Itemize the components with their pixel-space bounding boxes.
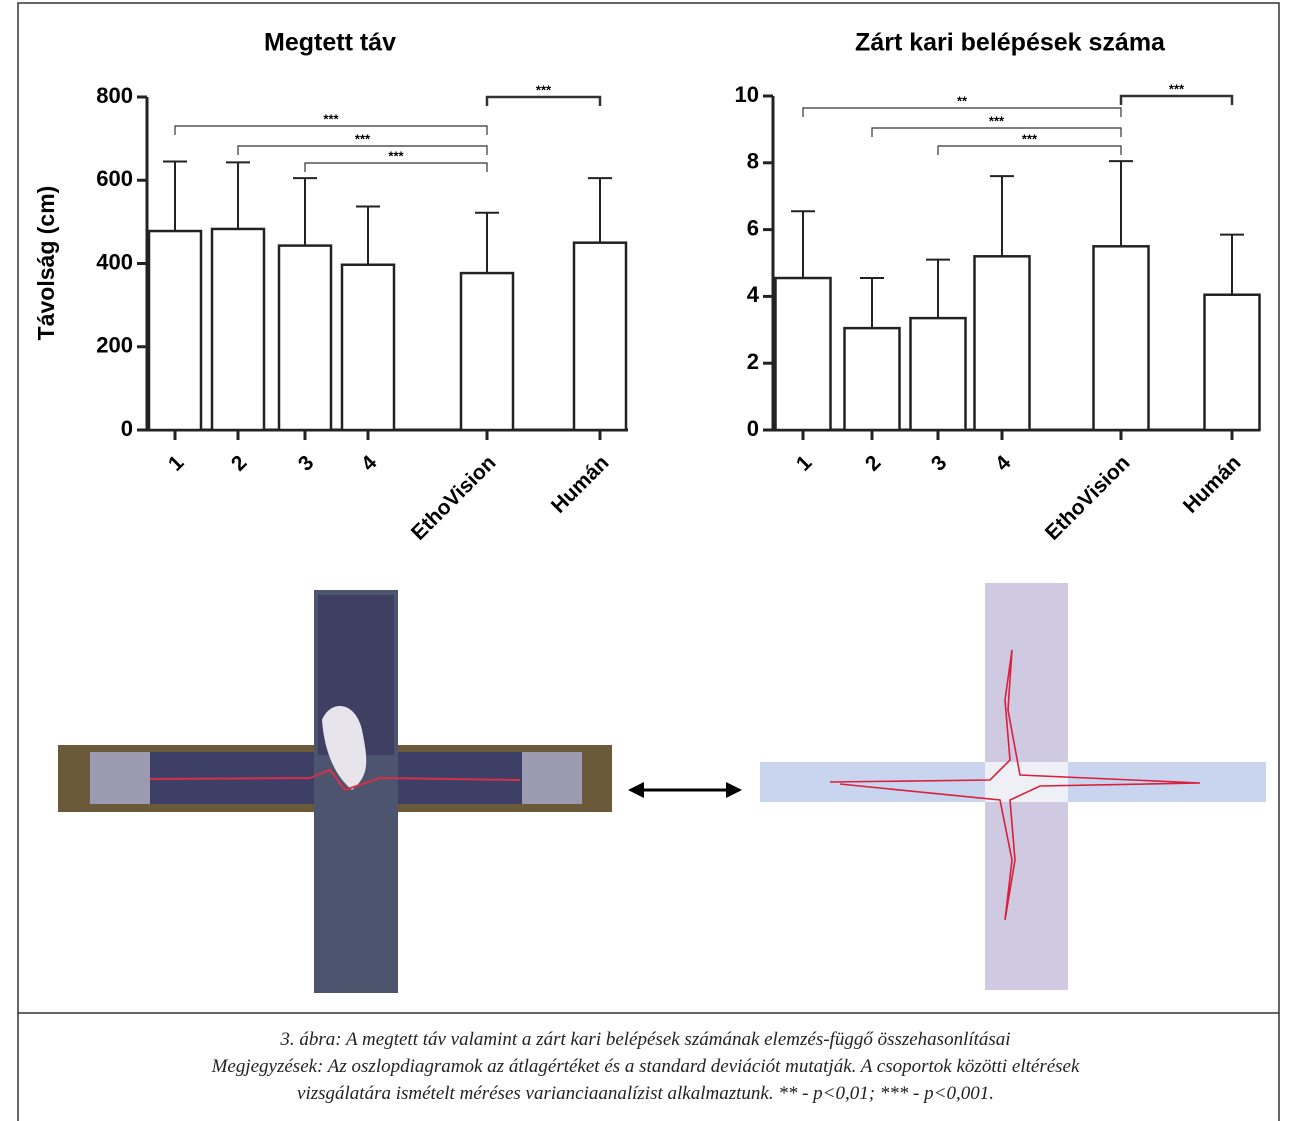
significance-bracket — [872, 128, 1121, 137]
bar — [574, 243, 626, 430]
significance-bracket — [803, 108, 1121, 117]
significance-bracket — [175, 126, 487, 135]
x-tick-label: EthoVision — [1041, 451, 1135, 545]
caption-line: vizsgálatára ismételt méréses varianciaa… — [0, 1083, 1291, 1105]
significance-label: *** — [355, 131, 371, 146]
x-tick-label: 4 — [991, 451, 1016, 476]
x-tick-label: 3 — [927, 451, 952, 476]
x-tick-label: 1 — [792, 451, 817, 476]
x-tick-label: 1 — [164, 451, 189, 476]
significance-bracket — [938, 146, 1121, 155]
significance-label: *** — [1169, 81, 1185, 96]
bar — [975, 256, 1030, 430]
chart-title: Megtett táv — [264, 29, 396, 57]
y-tick-label: 200 — [96, 333, 133, 358]
y-tick-label: 6 — [747, 215, 759, 240]
bar — [212, 229, 264, 430]
significance-label: *** — [989, 113, 1005, 128]
significance-bracket — [487, 97, 600, 106]
bar — [149, 231, 201, 430]
significance-bracket — [238, 146, 487, 155]
bar — [461, 273, 513, 430]
tracking-plot — [760, 583, 1266, 990]
y-tick-label: 600 — [96, 166, 133, 191]
y-tick-label: 0 — [121, 416, 133, 441]
significance-label: *** — [536, 82, 552, 97]
significance-label: ** — [957, 93, 968, 108]
bar — [911, 318, 966, 430]
significance-bracket — [305, 163, 487, 172]
x-tick-label: 4 — [357, 451, 382, 476]
y-tick-label: 4 — [747, 282, 760, 307]
x-tick-label: Humán — [1179, 451, 1246, 518]
x-tick-label: Humán — [547, 451, 614, 518]
comparison-arrow — [628, 782, 742, 798]
chart-title: Zárt kari belépések száma — [855, 29, 1166, 57]
bar — [845, 328, 900, 430]
figure: Megtett táv Távolság (cm) 0 200 400 600 800 1 2 3… — [0, 0, 1291, 1121]
y-axis-label: Távolság (cm) — [33, 186, 59, 341]
y-tick-label: 800 — [96, 83, 133, 108]
significance-label: *** — [323, 111, 339, 126]
x-tick-label: 3 — [294, 451, 319, 476]
bar — [342, 265, 394, 430]
significance-bracket — [1121, 96, 1232, 105]
y-tick-label: 8 — [747, 149, 759, 174]
bar — [279, 246, 331, 430]
x-tick-label: EthoVision — [407, 451, 501, 545]
significance-label: *** — [1022, 131, 1038, 146]
bar — [776, 278, 831, 430]
caption-line: Megjegyzések: Az oszlopdiagramok az átla… — [0, 1056, 1291, 1078]
y-tick-label: 2 — [747, 349, 759, 374]
y-tick-label: 0 — [747, 416, 759, 441]
page: {"chart_data": [ {"type": "bar", "title"… — [0, 0, 1291, 1121]
caption-line: 3. ábra: A megtett táv valamint a zárt k… — [0, 1029, 1291, 1051]
y-tick-label: 10 — [735, 82, 759, 107]
maze-photo — [58, 590, 612, 993]
x-tick-label: 2 — [227, 451, 252, 476]
x-tick-label: 2 — [861, 451, 886, 476]
bar — [1094, 246, 1149, 430]
y-tick-label: 400 — [96, 249, 133, 274]
significance-label: *** — [388, 148, 404, 163]
bar — [1205, 295, 1260, 430]
